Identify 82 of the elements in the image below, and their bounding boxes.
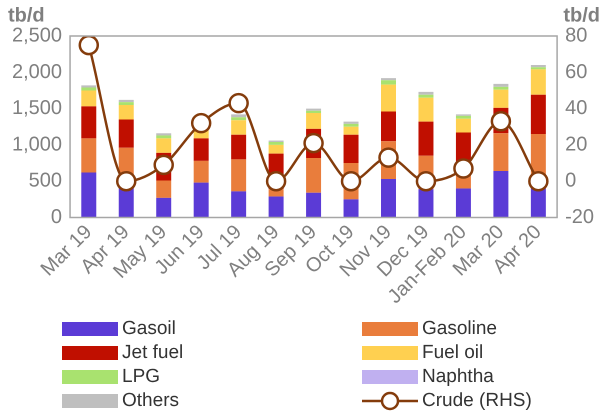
bar	[493, 171, 508, 218]
y-tick-label: 1,000	[12, 133, 62, 156]
bar	[81, 172, 96, 218]
point	[303, 132, 324, 154]
bar	[344, 199, 359, 218]
point	[528, 170, 549, 192]
legend-label: Gasoil	[122, 318, 176, 340]
point	[116, 170, 136, 192]
point	[416, 170, 436, 192]
bar	[418, 92, 434, 95]
bar	[381, 80, 396, 85]
y2-tick-label: 80	[565, 24, 588, 47]
point	[378, 147, 399, 168]
bar	[194, 182, 209, 218]
legend-label: Crude (RHS)	[422, 390, 532, 412]
legend-label: Others	[122, 390, 180, 412]
bar	[118, 102, 134, 105]
bar	[268, 142, 284, 145]
bar	[156, 138, 172, 153]
legend-label: Jet fuel	[122, 342, 184, 364]
y-tick-label: 2,500	[12, 24, 62, 47]
bar	[418, 189, 434, 218]
bar	[81, 138, 96, 172]
bar	[231, 120, 246, 135]
bar	[530, 188, 546, 218]
bar	[493, 84, 508, 87]
y2-axis-title: tb/d	[563, 4, 600, 27]
bar	[381, 84, 396, 112]
bar	[268, 144, 284, 154]
bar	[456, 188, 471, 218]
bar	[81, 88, 96, 90]
legend-label: Naphtha	[422, 366, 494, 388]
point	[153, 154, 174, 176]
legend-label: LPG	[122, 366, 160, 388]
bar	[268, 196, 284, 218]
bar	[306, 158, 322, 193]
bar	[231, 191, 246, 218]
y-tick-label: 500	[28, 170, 62, 192]
legend-label: Fuel oil	[422, 342, 484, 364]
bar	[156, 198, 172, 218]
bar	[381, 179, 396, 218]
bar	[493, 90, 508, 108]
y-axis-title: tb/d	[8, 4, 45, 27]
bar	[530, 94, 546, 134]
bar	[81, 90, 96, 106]
bar	[231, 159, 246, 192]
y2-tick-label: 40	[565, 97, 588, 120]
bar	[118, 104, 134, 120]
bar	[194, 160, 209, 183]
bar	[493, 133, 508, 172]
bar	[81, 85, 96, 88]
y2-tick-label: 0	[565, 170, 576, 192]
y2-tick-label: 60	[565, 60, 588, 83]
bar	[418, 122, 434, 156]
bar	[156, 135, 172, 138]
point	[340, 170, 362, 192]
bar	[81, 106, 96, 138]
y-tick-label: 2,000	[12, 60, 62, 83]
bar	[418, 98, 434, 122]
bar	[530, 69, 546, 95]
bar	[231, 114, 246, 118]
y-tick-label: 0	[50, 206, 62, 228]
bar	[156, 180, 172, 198]
bar	[306, 192, 322, 218]
point	[228, 92, 249, 114]
point	[453, 158, 474, 179]
legend-label: Gasoline	[422, 318, 497, 340]
y2-tick-label: -20	[565, 206, 594, 228]
bar	[456, 116, 471, 119]
bar	[344, 134, 359, 164]
point	[266, 170, 286, 192]
bar	[344, 126, 359, 135]
bar	[306, 112, 322, 129]
point	[490, 111, 512, 132]
y-tick-label: 1,500	[12, 97, 62, 120]
point	[190, 112, 212, 134]
bar	[194, 138, 209, 161]
bar	[118, 119, 134, 148]
y2-tick-label: 20	[565, 133, 588, 156]
bar	[381, 112, 396, 142]
bar	[231, 134, 246, 160]
bar	[456, 118, 471, 133]
